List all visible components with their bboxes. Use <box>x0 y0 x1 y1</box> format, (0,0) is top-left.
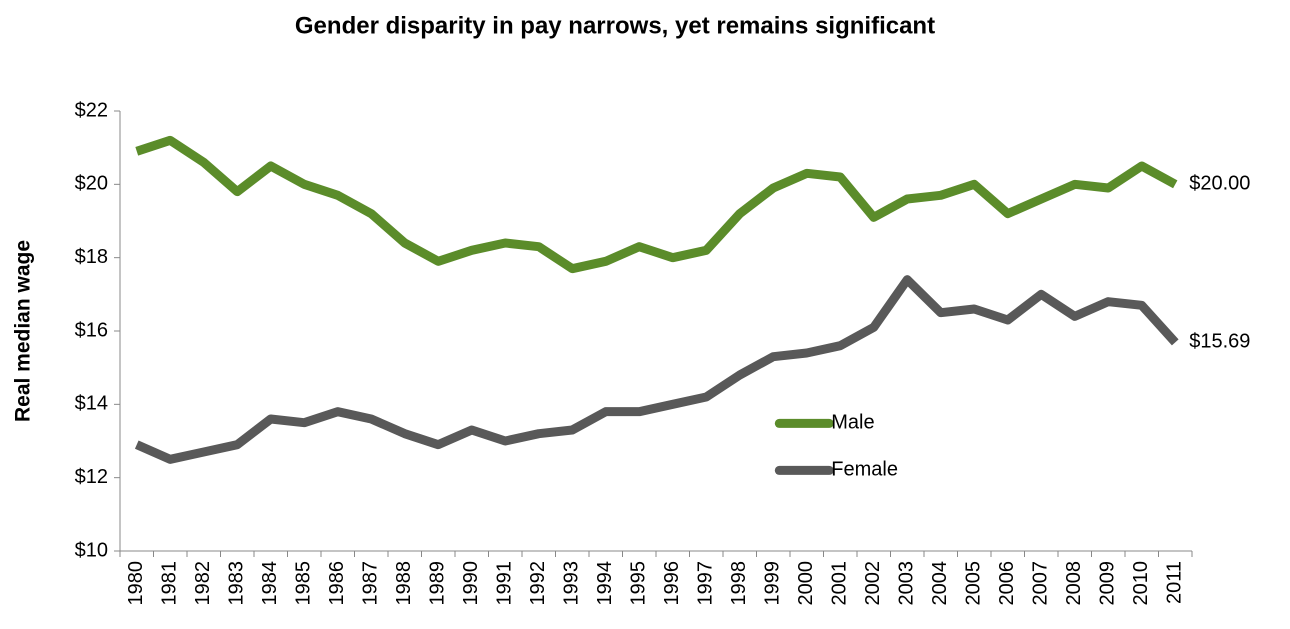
x-tick-label: 1986 <box>326 561 348 606</box>
x-tick-label: 1997 <box>695 561 717 606</box>
x-tick-label: 1987 <box>360 561 382 606</box>
x-tick-label: 1982 <box>192 561 214 606</box>
x-tick-label: 2011 <box>1164 561 1186 604</box>
x-tick-label: 2008 <box>1063 561 1085 606</box>
y-tick-label: $22 <box>75 99 108 121</box>
x-tick-label: 2000 <box>795 561 817 606</box>
data-line <box>135 135 1178 274</box>
x-tick-label: 2001 <box>829 561 851 606</box>
x-tick-label: 1996 <box>661 561 683 606</box>
x-tick-label: 1983 <box>226 561 248 606</box>
x-tick-label: 1990 <box>460 561 482 606</box>
x-tick-label: 1993 <box>561 561 583 606</box>
y-axis-label: Real median wage <box>12 240 35 422</box>
x-tick-label: 1999 <box>762 561 784 606</box>
x-tick-label: 2003 <box>896 561 918 606</box>
legend-label: Male <box>831 412 874 434</box>
y-tick-label: $18 <box>75 246 108 268</box>
x-tick-label: 2007 <box>1030 561 1052 606</box>
chart-title: Gender disparity in pay narrows, yet rem… <box>295 12 935 39</box>
x-tick-label: 1980 <box>125 561 147 606</box>
y-tick-label: $16 <box>75 319 108 341</box>
x-tick-label: 1985 <box>293 561 315 606</box>
x-tick-label: 1992 <box>527 561 549 606</box>
x-tick-label: 2009 <box>1097 561 1119 606</box>
x-tick-label: 1988 <box>393 561 415 606</box>
x-tick-label: 2005 <box>963 561 985 606</box>
y-tick-label: $10 <box>75 539 108 561</box>
y-tick-label: $14 <box>75 393 108 415</box>
y-tick-label: $12 <box>75 466 108 488</box>
x-tick-label: 1995 <box>628 561 650 606</box>
x-tick-label: 2010 <box>1130 561 1152 606</box>
x-tick-label: 2006 <box>996 561 1018 606</box>
x-tick-label: 2004 <box>929 561 951 606</box>
y-tick-label: $20 <box>75 173 108 195</box>
x-tick-label: 1989 <box>427 561 449 606</box>
value-label: $20.00 <box>1189 173 1250 195</box>
x-tick-label: 1991 <box>494 561 516 606</box>
data-line <box>134 275 1179 464</box>
x-tick-label: 1981 <box>159 561 181 606</box>
x-tick-label: 2002 <box>862 561 884 606</box>
value-label: $15.69 <box>1189 331 1250 353</box>
legend-label: Female <box>831 459 898 481</box>
x-tick-label: 1984 <box>259 561 281 606</box>
x-tick-label: 1998 <box>728 561 750 606</box>
x-tick-label: 1994 <box>594 561 616 606</box>
